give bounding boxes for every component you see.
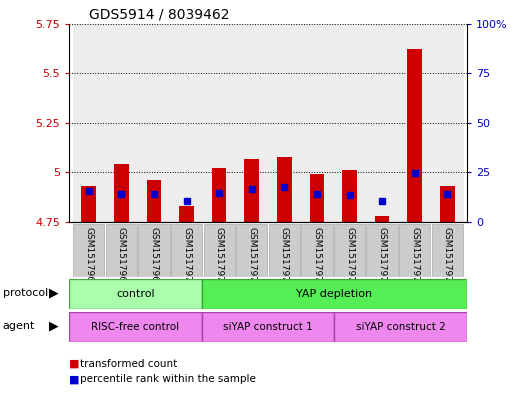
- Text: ▶: ▶: [49, 286, 59, 299]
- Bar: [334, 224, 365, 277]
- Text: GDS5914 / 8039462: GDS5914 / 8039462: [89, 7, 230, 21]
- Text: GSM1517974: GSM1517974: [312, 227, 322, 287]
- Text: GSM1517970: GSM1517970: [182, 227, 191, 287]
- Bar: [309, 174, 324, 222]
- Bar: [399, 224, 430, 277]
- Text: GSM1517969: GSM1517969: [149, 227, 159, 287]
- Bar: [301, 24, 333, 222]
- Bar: [431, 224, 463, 277]
- Text: RISC-free control: RISC-free control: [91, 322, 180, 332]
- Bar: [301, 224, 332, 277]
- Bar: [375, 216, 389, 222]
- Bar: [137, 24, 170, 222]
- Text: GSM1517973: GSM1517973: [280, 227, 289, 287]
- Bar: [139, 224, 170, 277]
- Bar: [244, 158, 259, 222]
- Text: GSM1517967: GSM1517967: [84, 227, 93, 287]
- Bar: [147, 180, 161, 222]
- Text: GSM1517977: GSM1517977: [410, 227, 419, 287]
- Text: percentile rank within the sample: percentile rank within the sample: [80, 374, 255, 384]
- Text: protocol: protocol: [3, 288, 48, 298]
- Bar: [73, 224, 105, 277]
- Text: GSM1517976: GSM1517976: [378, 227, 387, 287]
- Bar: [236, 224, 267, 277]
- Bar: [366, 24, 399, 222]
- Bar: [170, 24, 203, 222]
- Bar: [82, 186, 96, 222]
- Bar: [106, 224, 137, 277]
- Bar: [407, 50, 422, 222]
- Bar: [69, 279, 202, 309]
- Bar: [333, 24, 366, 222]
- Text: ■: ■: [69, 358, 80, 369]
- Text: GSM1517968: GSM1517968: [117, 227, 126, 287]
- Bar: [202, 312, 334, 342]
- Text: GSM1517978: GSM1517978: [443, 227, 452, 287]
- Text: GSM1517972: GSM1517972: [247, 227, 256, 287]
- Bar: [105, 24, 137, 222]
- Bar: [204, 224, 235, 277]
- Bar: [69, 312, 202, 342]
- Text: control: control: [116, 289, 155, 299]
- Bar: [399, 24, 431, 222]
- Text: siYAP construct 1: siYAP construct 1: [223, 322, 313, 332]
- Bar: [202, 279, 467, 309]
- Text: agent: agent: [3, 321, 35, 331]
- Bar: [334, 312, 467, 342]
- Bar: [269, 224, 300, 277]
- Bar: [235, 24, 268, 222]
- Bar: [171, 224, 202, 277]
- Bar: [212, 169, 227, 222]
- Bar: [72, 24, 105, 222]
- Text: ▶: ▶: [49, 320, 59, 333]
- Text: siYAP construct 2: siYAP construct 2: [356, 322, 445, 332]
- Bar: [366, 224, 398, 277]
- Text: YAP depletion: YAP depletion: [296, 289, 372, 299]
- Bar: [268, 24, 301, 222]
- Text: ■: ■: [69, 374, 80, 384]
- Text: GSM1517971: GSM1517971: [214, 227, 224, 287]
- Bar: [342, 171, 357, 222]
- Bar: [440, 186, 455, 222]
- Bar: [203, 24, 235, 222]
- Bar: [277, 156, 292, 222]
- Bar: [179, 206, 194, 222]
- Bar: [114, 165, 129, 222]
- Text: GSM1517975: GSM1517975: [345, 227, 354, 287]
- Bar: [431, 24, 464, 222]
- Text: transformed count: transformed count: [80, 358, 177, 369]
